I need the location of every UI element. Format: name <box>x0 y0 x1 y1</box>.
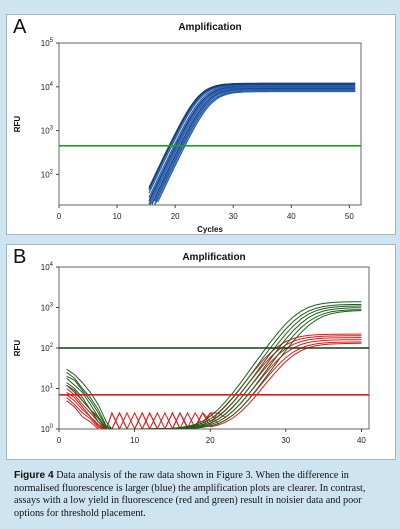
caption-label: Figure 4 <box>14 470 54 481</box>
green-curve-b-3 <box>66 307 362 429</box>
curves-group-a <box>148 82 356 205</box>
y-tick-label-0: 102 <box>41 169 54 179</box>
green-curve-b-5 <box>66 310 362 429</box>
green-curve-b-4 <box>66 309 362 429</box>
green-curve-b-2 <box>66 305 362 429</box>
y-tick-label-3: 103 <box>41 303 54 313</box>
amplification-curve-a-11 <box>154 90 356 205</box>
figure-caption: Figure 4 Data analysis of the raw data s… <box>14 470 388 520</box>
y-tick-label-3: 105 <box>41 38 54 48</box>
x-tick-label-2: 20 <box>206 436 215 445</box>
amplification-curve-a-1 <box>148 84 356 194</box>
panel-a-label: A <box>13 16 27 38</box>
red-curve-b-5 <box>66 342 362 429</box>
amplification-curve-a-5 <box>149 87 356 205</box>
x-tick-label-3: 30 <box>281 436 290 445</box>
amplification-chart-a: Amplification 0 10 20 30 40 50 102 103 104 105 RFU C… <box>13 22 362 234</box>
y-tick-label-1: 101 <box>41 384 54 394</box>
amplification-curve-a-0 <box>148 82 356 188</box>
y-tick-label-2: 102 <box>41 343 54 353</box>
amplification-chart-b: Amplification 0 10 20 30 40 100 101 102 103 104 RFU <box>13 252 370 445</box>
x-tick-label-4: 40 <box>287 212 296 221</box>
green-curve-b-1 <box>66 303 362 429</box>
y-tick-label-2: 104 <box>41 82 54 92</box>
x-tick-label-1: 10 <box>130 436 139 445</box>
y-tick-label-1: 103 <box>41 126 54 136</box>
amplification-curve-a-7 <box>154 88 356 202</box>
amplification-curve-a-2 <box>148 85 356 198</box>
plot-area <box>58 42 362 206</box>
chart-title: Amplification <box>182 252 245 263</box>
panel-b-label: B <box>13 246 27 268</box>
panel-a: A Amplification 0 10 20 30 40 50 102 103 104 105 RF… <box>6 14 396 235</box>
x-tick-label-0: 0 <box>57 212 62 221</box>
x-tick-label-5: 50 <box>345 212 354 221</box>
x-tick-label-2: 20 <box>171 212 180 221</box>
y-tick-label-0: 100 <box>41 424 54 434</box>
x-tick-label-3: 30 <box>229 212 238 221</box>
panel-b: B Amplification 0 10 20 30 40 100 101 102 103 104 R… <box>6 244 396 460</box>
amplification-curve-a-9 <box>148 83 356 190</box>
x-tick-label-0: 0 <box>57 436 62 445</box>
x-tick-label-4: 40 <box>357 436 366 445</box>
x-axis-label: Cycles <box>197 225 223 234</box>
y-axis-label: RFU <box>13 116 22 133</box>
y-tick-label-4: 104 <box>41 262 54 272</box>
chart-title: Amplification <box>178 22 241 33</box>
y-axis-label: RFU <box>13 340 22 357</box>
curves-group-b <box>66 301 362 429</box>
caption-text: Data analysis of the raw data shown in F… <box>14 470 366 519</box>
x-tick-label-1: 10 <box>113 212 122 221</box>
green-curve-b-0 <box>66 301 362 429</box>
